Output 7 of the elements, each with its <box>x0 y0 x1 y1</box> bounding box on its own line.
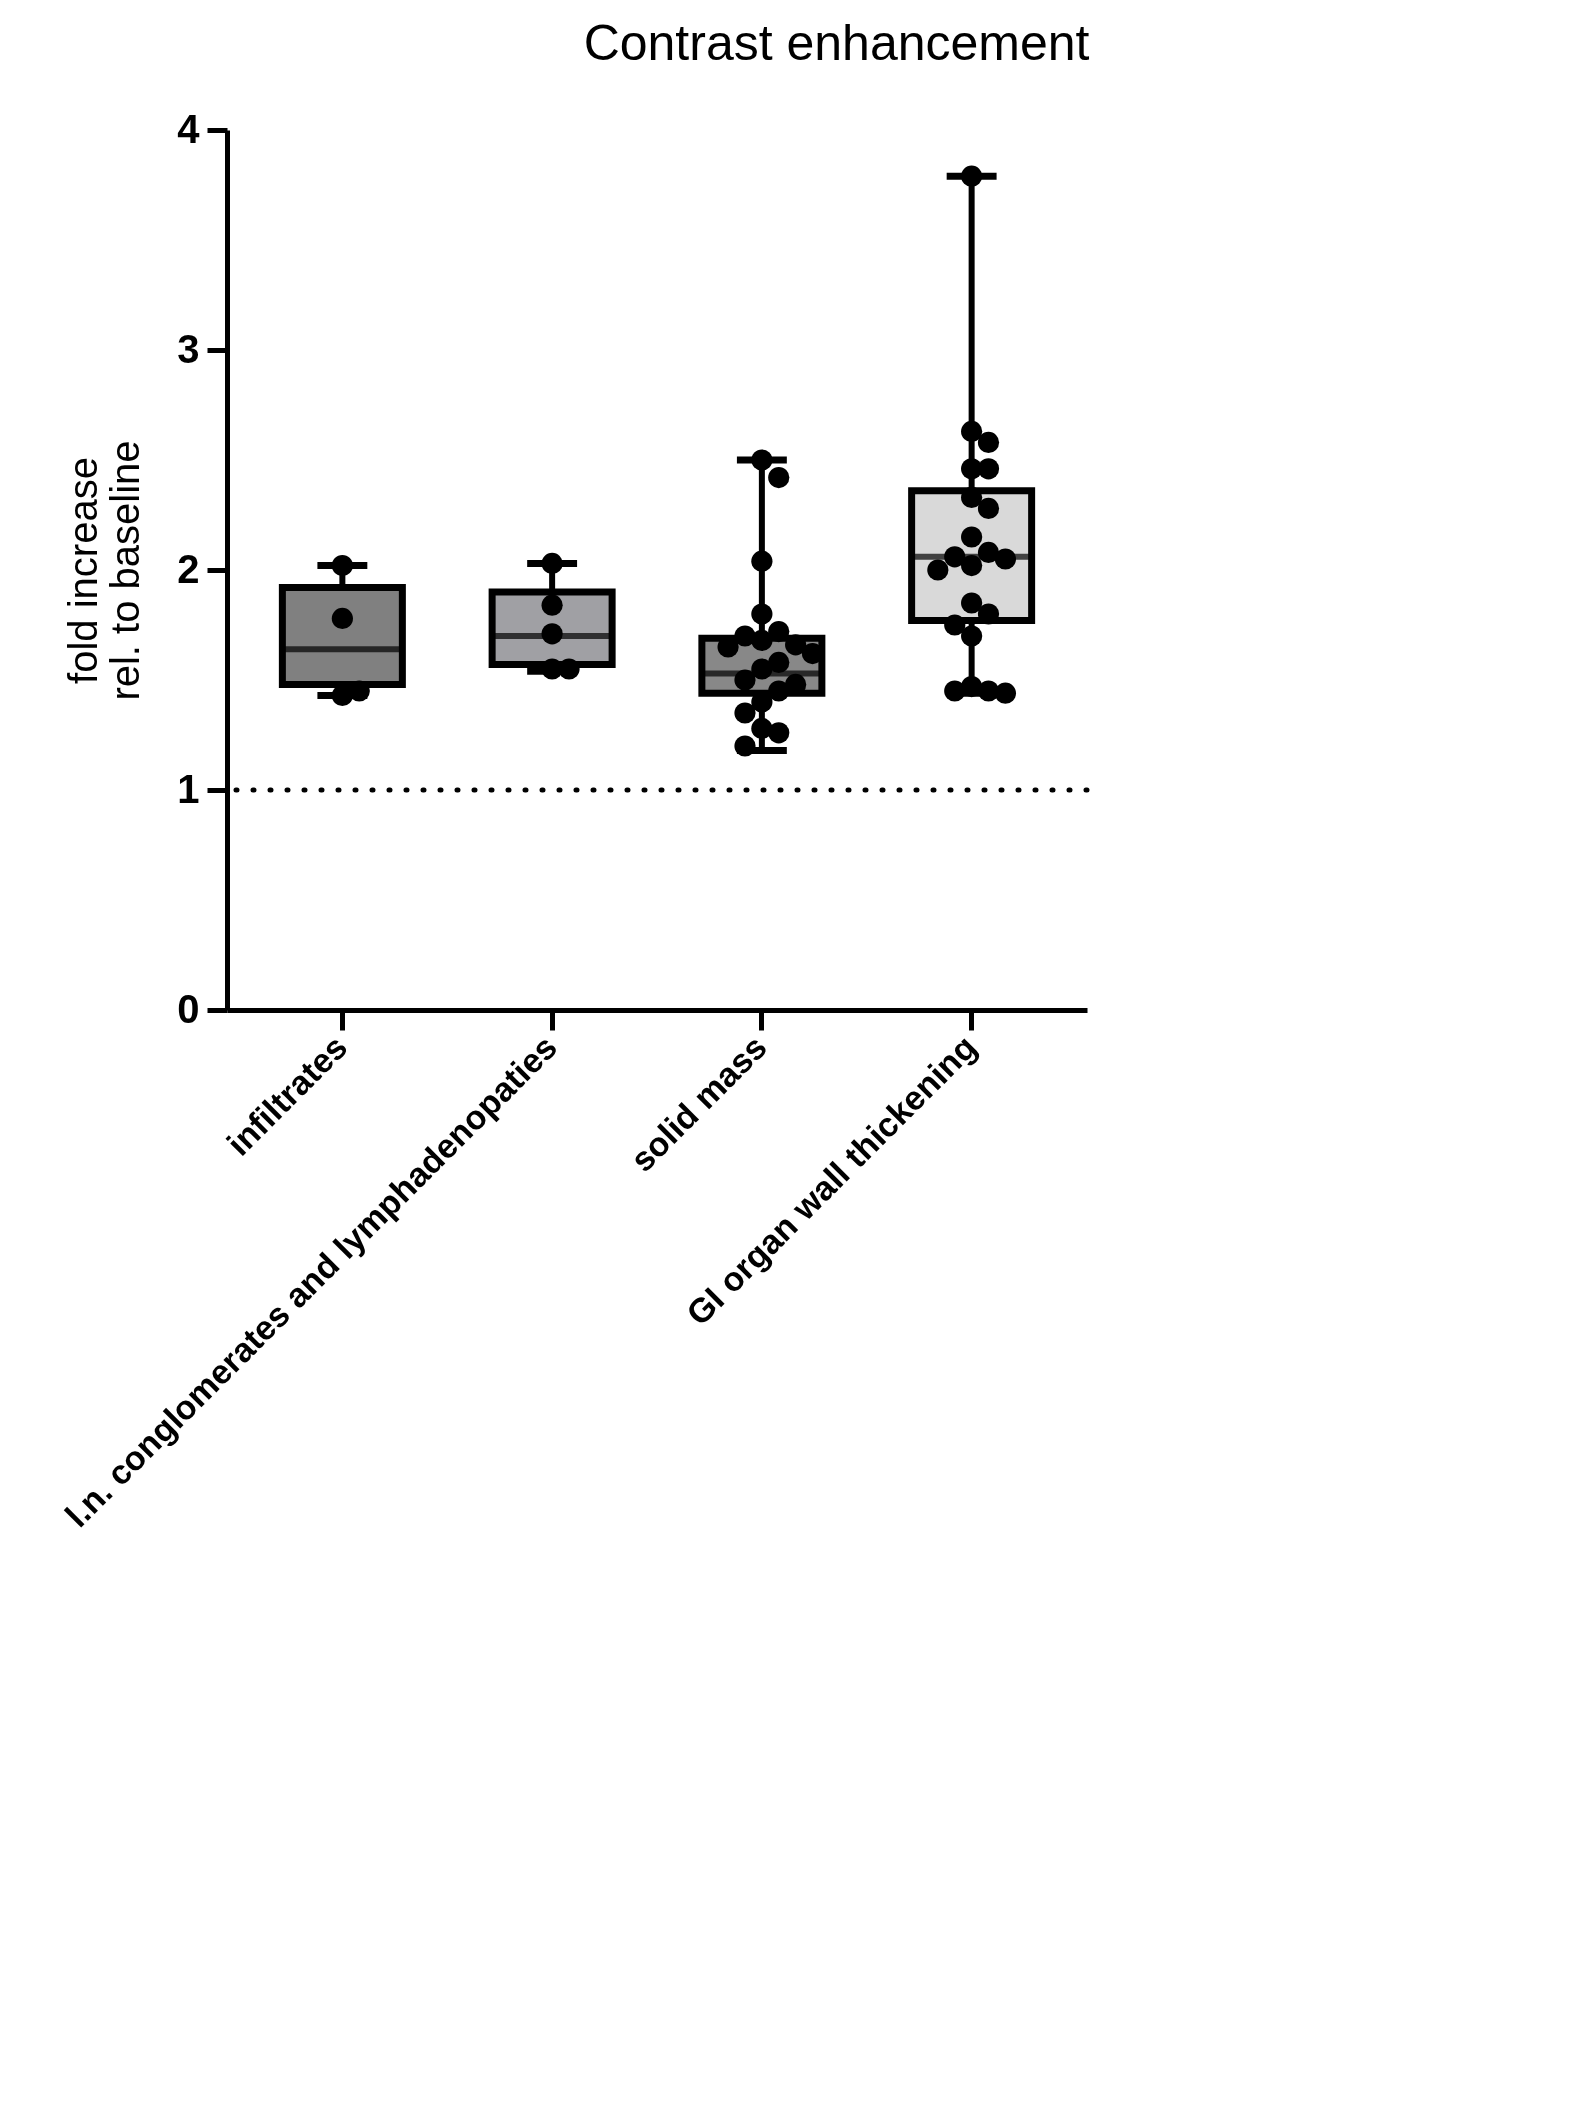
y-tick-label: 3 <box>177 326 200 371</box>
y-tick-label: 4 <box>177 106 201 151</box>
y-tick-label: 1 <box>177 766 200 811</box>
y-tick-label: 2 <box>177 546 200 591</box>
y-tick-label: 0 <box>177 986 200 1031</box>
y-axis-title: fold increase rel. to baseline <box>61 440 148 701</box>
chart-title: Contrast enhancement <box>583 15 1090 71</box>
